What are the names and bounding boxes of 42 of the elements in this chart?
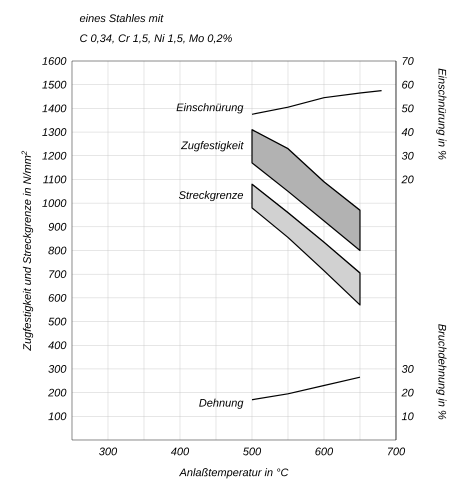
y-tick-label: 1200 [42,152,66,160]
y-tick-label: 800 [48,246,66,254]
y3-tick-label: 10 [402,412,414,420]
y3-axis-title: Bruchdehnung in % [436,324,446,420]
y-tick-label: 100 [48,412,66,420]
y2-tick-label: 30 [402,152,414,160]
y2-tick-label: 20 [401,176,414,184]
y3-tick-label: 30 [402,365,414,373]
x-tick-label: 300 [99,448,118,456]
y-tick-label: 900 [48,222,66,231]
chart-subtitle: C 0,34, Cr 1,5, Ni 1,5, Mo 0,2% [80,34,232,44]
y2-tick-label: 70 [402,57,414,65]
series-label: Einschnürung [176,103,244,114]
y-tick-label: 1600 [42,57,66,65]
y-tick-label: 1500 [42,80,66,89]
line-series [251,376,361,400]
y-tick-label: 400 [48,341,66,350]
line-series [251,90,382,115]
y-tick-label: 500 [48,318,66,326]
y-axis-title: Zugfestigkeit und Streckgrenze in N/mm$^{2}$ [21,150,34,351]
series-label: Zugfestigkeit [180,141,244,152]
y2-tick-label: 50 [402,104,414,112]
chart-title: eines Stahles mit [80,14,164,22]
series-label: Dehnung [199,398,244,409]
x-tick-label: 600 [315,448,334,456]
x-tick-label: 700 [388,448,406,456]
series-label: Streckgrenze [178,190,244,202]
x-tick-label: 500 [243,448,262,456]
y-tick-label: 1300 [42,128,66,136]
y-tick-label: 1400 [42,104,66,112]
y2-axis-title: Einschnürung in % [436,68,446,160]
y-tick-label: 1000 [42,199,66,208]
x-tick-label: 400 [170,448,190,456]
y-tick-label: 300 [48,365,66,373]
y-tick-label: 200 [48,388,66,397]
y2-tick-label: 60 [402,80,414,89]
y-tick-label: 600 [48,294,66,302]
y2-tick-label: 40 [402,128,414,136]
y-tick-label: 700 [49,270,66,278]
y-tick-label: 1100 [43,176,66,184]
x-axis-title: Anlaßtemperatur in °C [178,468,288,478]
y3-tick-label: 20 [401,388,414,397]
